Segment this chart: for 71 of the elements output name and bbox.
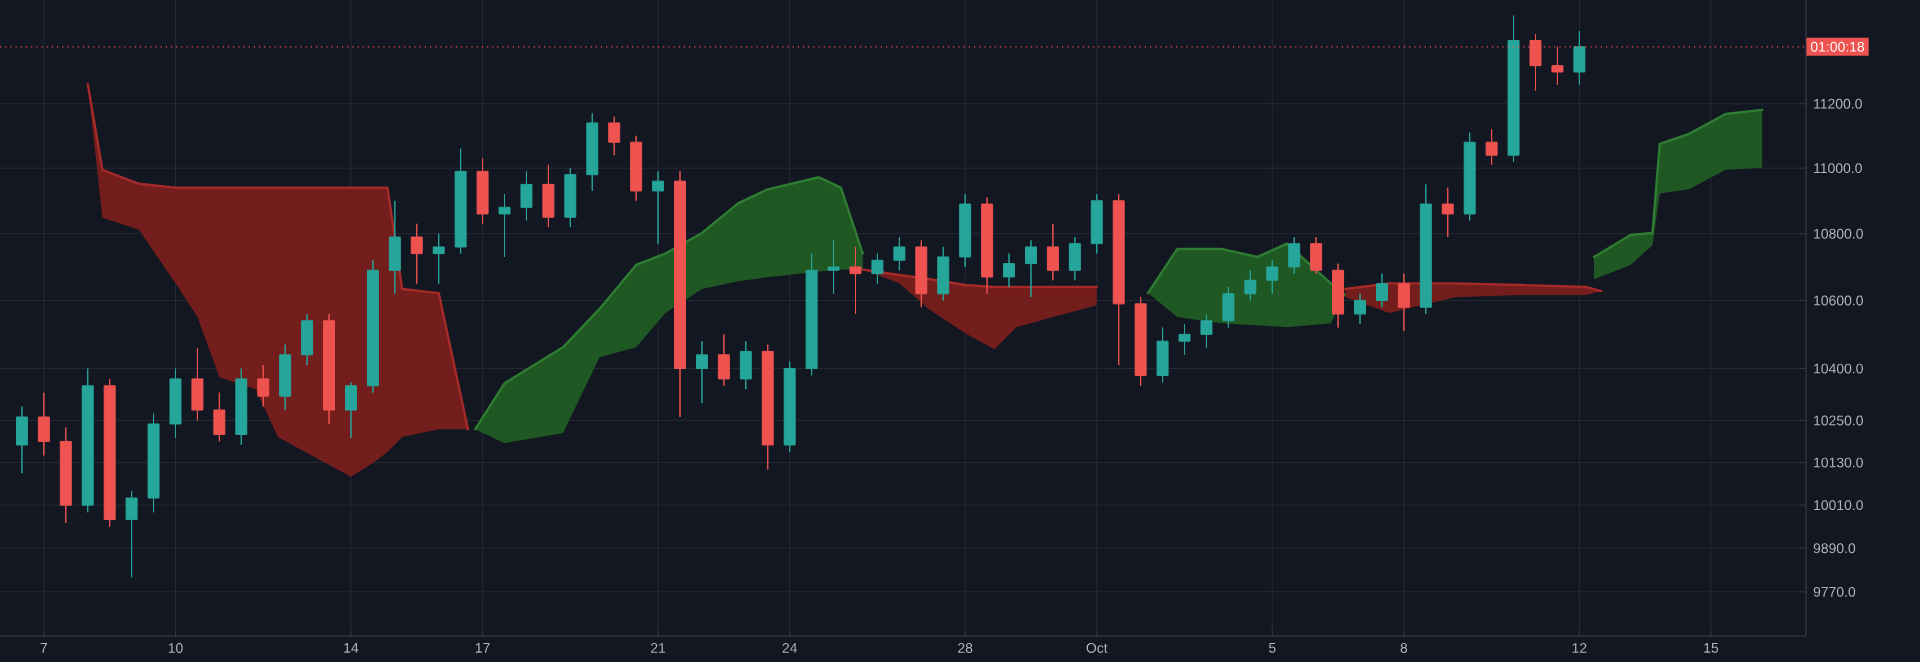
candlestick <box>1551 46 1564 86</box>
candlestick <box>1463 132 1476 221</box>
candlestick <box>410 223 423 285</box>
candlestick <box>1397 273 1410 332</box>
candlestick <box>1266 259 1279 295</box>
candlestick <box>981 196 994 295</box>
candlestick <box>191 347 204 421</box>
candlestick <box>783 361 796 453</box>
candlestick <box>893 236 906 271</box>
candlestick <box>1419 183 1432 315</box>
candlestick <box>586 112 599 192</box>
candlestick <box>717 333 730 387</box>
candlestick <box>366 259 379 394</box>
candlestick <box>1024 239 1037 298</box>
candlestick <box>937 246 950 301</box>
candlestick <box>1288 236 1301 275</box>
candlestick <box>805 253 818 376</box>
candlestick <box>81 368 94 513</box>
candlestick <box>1573 30 1586 86</box>
candlestick <box>1244 269 1257 301</box>
candlestick <box>1134 296 1147 387</box>
candlestick <box>257 364 270 408</box>
candlestick <box>1310 236 1323 275</box>
candlestick <box>1441 187 1454 238</box>
candlestick <box>1112 193 1125 366</box>
candlestick <box>1003 253 1016 288</box>
candlestick <box>498 193 511 258</box>
candlestick <box>695 340 708 404</box>
candlestick <box>1090 193 1103 255</box>
candlestick <box>1046 223 1059 281</box>
candlestick <box>739 340 752 390</box>
candlestick <box>1222 286 1235 329</box>
candlestick <box>213 392 226 442</box>
candlestick <box>520 170 533 221</box>
candlestick <box>652 170 665 245</box>
candlestick <box>674 170 686 418</box>
candlestick <box>915 239 928 308</box>
candlestick <box>1200 313 1213 349</box>
candlestick <box>1375 273 1388 308</box>
candlestick <box>235 368 248 446</box>
candlestick <box>147 413 160 513</box>
candlestick <box>476 157 489 225</box>
candlestick <box>301 313 314 366</box>
candlestick <box>761 344 774 471</box>
candlestick <box>1485 128 1498 166</box>
candlestick <box>169 368 182 439</box>
candlestick <box>279 344 292 411</box>
candlestick <box>103 378 116 528</box>
candlestick <box>344 381 357 439</box>
candlestick <box>388 200 401 295</box>
candlestick <box>323 313 336 425</box>
candlestick <box>125 490 138 578</box>
candlestick <box>827 239 840 295</box>
candlestick <box>959 193 972 268</box>
candlestick <box>1068 236 1081 281</box>
candlestick <box>608 116 621 156</box>
candlestick <box>1507 15 1520 163</box>
candlestick <box>564 167 577 228</box>
candlestick <box>1354 293 1366 325</box>
candlestick <box>630 135 643 202</box>
candlestick <box>37 392 50 456</box>
candlestick <box>1178 323 1191 356</box>
candlestick <box>1156 327 1169 383</box>
candlestick <box>15 406 28 474</box>
candlestick <box>849 246 862 315</box>
candlestick <box>59 426 72 524</box>
candlestick <box>432 233 445 285</box>
candlestick <box>871 253 884 285</box>
candlestick <box>1332 263 1345 329</box>
candlestick <box>454 148 467 255</box>
candlestick <box>542 164 555 228</box>
